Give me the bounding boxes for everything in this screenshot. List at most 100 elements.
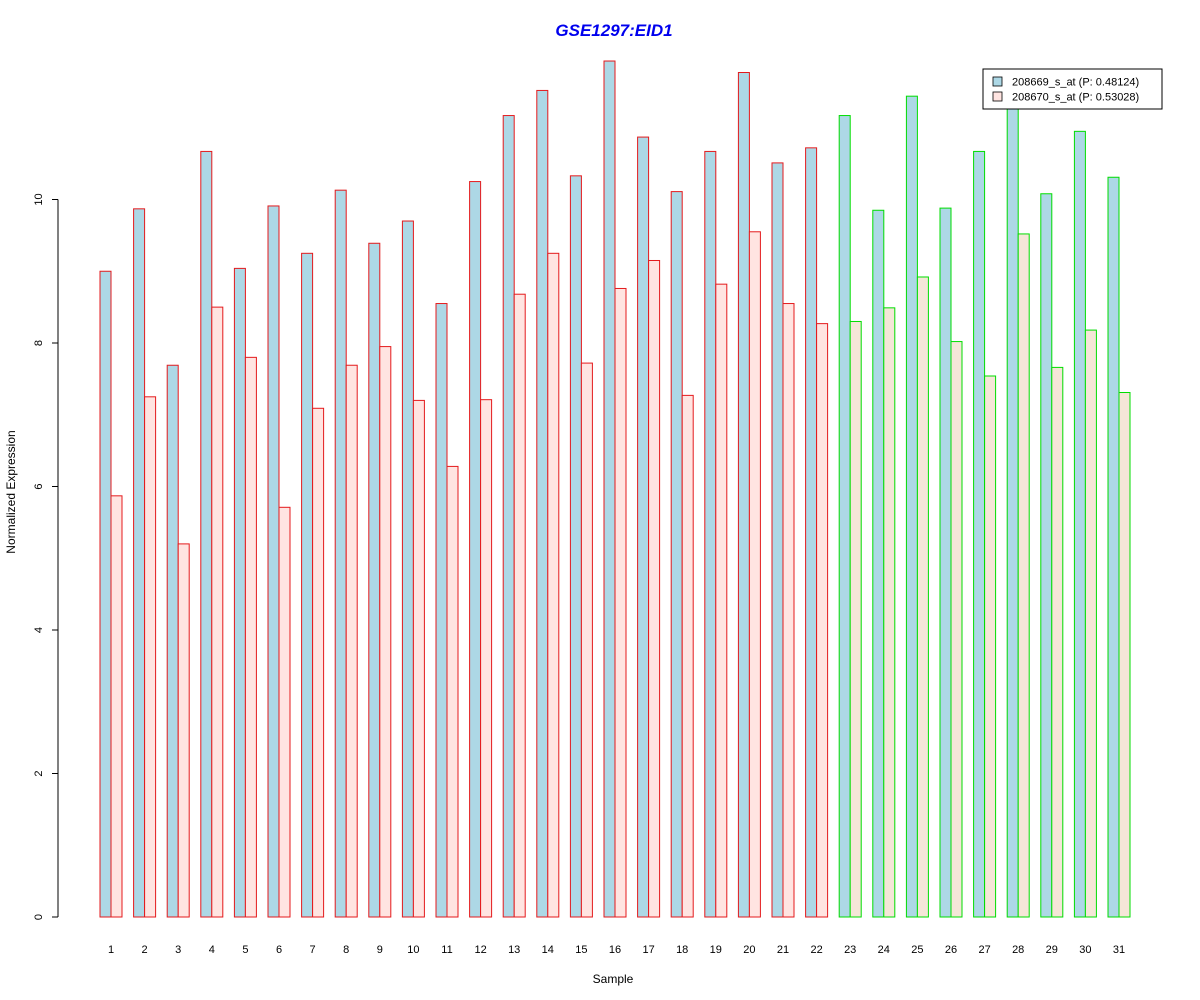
bar-208669-sample-3 [166, 364, 179, 918]
bar-208670-sample-19 [715, 283, 728, 918]
x-tick-label: 10 [407, 944, 419, 956]
x-tick-label: 3 [175, 944, 181, 956]
x-tick-label: 19 [710, 944, 722, 956]
bar-208669-sample-23 [838, 115, 851, 918]
bar-208669-sample-14 [536, 89, 549, 918]
bar-208670-sample-14 [547, 252, 560, 918]
legend-swatch-series-1 [992, 76, 1003, 87]
x-tick-label: 29 [1046, 944, 1058, 956]
bar-208669-sample-21 [771, 162, 784, 918]
bar-208670-sample-2 [144, 396, 157, 918]
legend-label-series-1: 208669_s_at (P: 0.48124) [1012, 77, 1139, 89]
bar-208670-sample-11 [446, 465, 459, 918]
bar-208669-sample-17 [637, 136, 650, 918]
x-tick-label: 14 [542, 944, 554, 956]
bar-208669-sample-10 [401, 220, 414, 918]
bar-208670-sample-15 [580, 362, 593, 918]
bar-208669-sample-12 [469, 181, 482, 918]
legend-swatch-series-2 [992, 91, 1003, 102]
bar-208669-sample-25 [905, 95, 918, 918]
bar-208670-sample-8 [345, 364, 358, 918]
x-tick-label: 24 [878, 944, 890, 956]
x-tick-label: 16 [609, 944, 621, 956]
bar-208669-sample-19 [704, 150, 717, 918]
bar-208669-sample-9 [368, 242, 381, 918]
bar-208669-sample-16 [603, 60, 616, 918]
legend: 208669_s_at (P: 0.48124) 208670_s_at (P:… [982, 68, 1163, 110]
x-tick-label: 6 [276, 944, 282, 956]
x-tick-label: 15 [575, 944, 587, 956]
bar-208670-sample-30 [1084, 329, 1097, 918]
bar-208670-sample-1 [110, 495, 123, 918]
bar-208670-sample-25 [916, 276, 929, 918]
bar-208669-sample-20 [737, 72, 750, 918]
bar-208669-sample-30 [1073, 130, 1086, 918]
bar-208670-sample-16 [614, 287, 627, 918]
bar-208669-sample-28 [1006, 98, 1019, 918]
bar-208670-sample-29 [1051, 366, 1064, 918]
x-tick-label: 17 [642, 944, 654, 956]
x-tick-label: 22 [810, 944, 822, 956]
x-tick-label: 23 [844, 944, 856, 956]
x-tick-label: 1 [108, 944, 114, 956]
bar-208669-sample-4 [200, 150, 213, 918]
y-tick-label: 8 [33, 340, 45, 346]
bar-208670-sample-31 [1118, 392, 1131, 918]
bar-208669-sample-6 [267, 205, 280, 918]
bar-208670-sample-5 [244, 356, 257, 918]
x-tick-label: 30 [1079, 944, 1091, 956]
bar-208670-sample-6 [278, 506, 291, 918]
bar-208670-sample-7 [312, 407, 325, 918]
bar-208669-sample-11 [435, 303, 448, 918]
bar-208670-sample-9 [379, 346, 392, 918]
bar-208670-sample-4 [211, 306, 224, 918]
x-tick-label: 20 [743, 944, 755, 956]
y-axis: 0 2 4 6 8 10 [33, 193, 59, 920]
chart-title: GSE1297:EID1 [555, 21, 672, 40]
bar-208669-sample-22 [805, 147, 818, 918]
legend-box [982, 68, 1163, 110]
bar-208670-sample-22 [816, 323, 829, 918]
x-tick-label: 28 [1012, 944, 1024, 956]
bar-208669-sample-18 [670, 191, 683, 918]
x-tick-label: 13 [508, 944, 520, 956]
bar-208670-sample-20 [748, 231, 761, 918]
bar-208669-sample-2 [133, 208, 146, 918]
bar-208669-sample-27 [973, 150, 986, 918]
bar-208670-sample-18 [681, 394, 694, 918]
x-tick-label: 11 [441, 944, 452, 956]
bar-208669-sample-5 [233, 267, 246, 918]
bar-208669-sample-24 [872, 209, 885, 918]
x-tick-label: 12 [474, 944, 486, 956]
x-tick-labels: 1 2 3 4 5 6 7 8 9 10 11 12 13 14 15 16 17 18 19 20 21 22 23 24 2… [108, 944, 1125, 956]
bar-208670-sample-3 [177, 543, 190, 918]
bar-208669-sample-1 [99, 270, 112, 918]
bar-208670-sample-26 [950, 341, 963, 918]
bar-208669-sample-7 [301, 252, 314, 918]
y-tick-label: 2 [33, 770, 45, 776]
bar-208670-sample-23 [849, 320, 862, 918]
x-tick-label: 8 [343, 944, 349, 956]
bar-208670-sample-28 [1017, 233, 1030, 918]
bar-208670-sample-13 [513, 293, 526, 918]
y-tick-label: 4 [33, 627, 45, 633]
bar-208669-sample-8 [334, 189, 347, 918]
x-tick-label: 26 [945, 944, 957, 956]
bar-208669-sample-29 [1040, 193, 1053, 918]
y-tick-label: 6 [33, 483, 45, 489]
x-axis-title: Sample [593, 972, 634, 986]
bar-208670-sample-27 [984, 375, 997, 918]
x-tick-label: 5 [242, 944, 248, 956]
x-tick-label: 18 [676, 944, 688, 956]
bar-208670-sample-24 [883, 307, 896, 918]
bar-208669-sample-13 [502, 115, 515, 918]
x-tick-label: 7 [310, 944, 316, 956]
bar-208669-sample-26 [939, 207, 952, 918]
x-tick-label: 4 [209, 944, 215, 956]
y-axis-title: Normalized Expression [4, 430, 18, 553]
bar-208670-sample-10 [412, 399, 425, 918]
y-tick-label: 0 [33, 914, 45, 920]
x-tick-label: 31 [1113, 944, 1125, 956]
legend-label-series-2: 208670_s_at (P: 0.53028) [1012, 92, 1139, 104]
